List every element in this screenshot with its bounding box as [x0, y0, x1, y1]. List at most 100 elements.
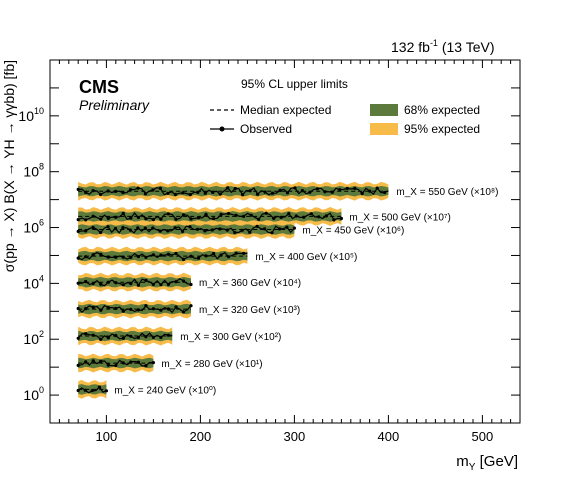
observed-point: [287, 212, 291, 216]
observed-point: [360, 192, 364, 196]
observed-line-3: [77, 304, 192, 314]
series-label-2: m_X = 300 GeV (×10²): [180, 332, 281, 343]
observed-point: [106, 216, 110, 220]
observed-point: [285, 225, 289, 229]
observed-point: [196, 216, 201, 220]
legend-band68-label: 68% expected: [404, 103, 480, 117]
observed-point: [121, 226, 125, 230]
series-label-0: m_X = 240 GeV (×10⁰): [114, 385, 216, 396]
observed-point: [114, 215, 118, 219]
observed-point: [83, 388, 87, 392]
observed-point: [129, 360, 133, 364]
observed-point: [136, 283, 140, 287]
observed-point: [166, 333, 170, 337]
observed-point: [76, 363, 80, 367]
observed-point: [242, 214, 246, 218]
observed-point: [99, 192, 103, 197]
observed-point: [136, 335, 140, 340]
x-tick-label: 500: [472, 429, 494, 444]
observed-point: [368, 189, 372, 193]
series-label-4: m_X = 360 GeV (×10⁴): [199, 278, 301, 289]
observed-point: [234, 213, 238, 217]
observed-point: [99, 359, 103, 363]
observed-point: [332, 218, 336, 222]
observed-point: [308, 190, 312, 194]
observed-point: [159, 283, 163, 287]
observed-point: [144, 364, 148, 368]
observed-point: [136, 308, 140, 312]
observed-point: [219, 212, 223, 217]
observed-point: [174, 305, 178, 309]
observed-point: [151, 253, 155, 257]
observed-point: [353, 186, 357, 190]
observed-point: [278, 188, 282, 192]
observed-point: [270, 231, 274, 235]
observed-point: [302, 215, 306, 219]
observed-point: [158, 229, 162, 233]
observed-point: [227, 211, 231, 216]
observed-point: [144, 217, 148, 221]
observed-point: [114, 363, 118, 368]
observed-point: [189, 304, 193, 308]
observed-point: [144, 304, 148, 308]
observed-point: [159, 308, 163, 312]
observed-point: [241, 193, 245, 197]
observed-point: [151, 335, 155, 339]
observed-point: [383, 190, 387, 195]
observed-point: [375, 186, 379, 190]
observed-point: [218, 227, 222, 231]
observed-point: [121, 361, 125, 365]
observed-point: [227, 255, 231, 259]
legend-observed-marker: [219, 126, 225, 132]
observed-point: [151, 307, 155, 311]
observed-point: [99, 337, 103, 341]
band68-7: [78, 211, 342, 222]
observed-point: [166, 252, 170, 256]
observed-point: [300, 189, 304, 193]
observed-point: [188, 225, 192, 229]
observed-point: [114, 306, 118, 311]
observed-point: [188, 193, 192, 197]
observed-point: [76, 218, 80, 222]
y-tick-label: 108: [23, 162, 44, 180]
observed-point: [106, 255, 110, 259]
observed-point: [129, 307, 133, 311]
observed-point: [339, 216, 343, 221]
observed-point: [166, 229, 170, 233]
observed-point: [181, 279, 186, 283]
observed-point: [99, 308, 103, 312]
observed-point: [84, 332, 88, 336]
observed-point: [129, 282, 133, 286]
observed-point: [121, 255, 125, 259]
observed-point: [233, 186, 237, 191]
series-label-layer: m_X = 240 GeV (×10⁰) m_X = 280 GeV (×10¹)…: [114, 187, 498, 396]
observed-point: [189, 217, 193, 221]
observed-point: [173, 226, 177, 230]
legend-observed-label: Observed: [240, 122, 292, 136]
y-axis-title: σ(pp → X) B(X → YH → γγbb) [fb]: [1, 60, 17, 272]
observed-point: [248, 230, 252, 234]
observed-point: [128, 228, 132, 232]
series-label-1: m_X = 280 GeV (×10¹): [161, 359, 262, 370]
observed-point: [144, 335, 148, 339]
observed-point: [91, 225, 95, 230]
observed-point: [99, 252, 103, 256]
x-axis-ticks: 100 200 300 400 500: [58, 60, 521, 444]
observed-point: [315, 187, 319, 191]
observed-point: [249, 213, 253, 217]
observed-point: [76, 336, 80, 340]
series-label-5: m_X = 400 GeV (×10⁵): [255, 252, 357, 263]
observed-point: [158, 186, 162, 190]
observed-point: [91, 333, 95, 337]
observed-point: [218, 192, 222, 196]
observed-point: [212, 251, 216, 256]
observed-point: [84, 307, 88, 311]
observed-point: [84, 360, 88, 364]
observed-point: [159, 335, 163, 339]
observed-point: [144, 255, 148, 259]
observed-point: [136, 186, 140, 190]
observed-point: [106, 189, 110, 193]
observed-point: [204, 254, 208, 258]
observed-point: [255, 224, 259, 228]
observed-point: [196, 256, 201, 260]
